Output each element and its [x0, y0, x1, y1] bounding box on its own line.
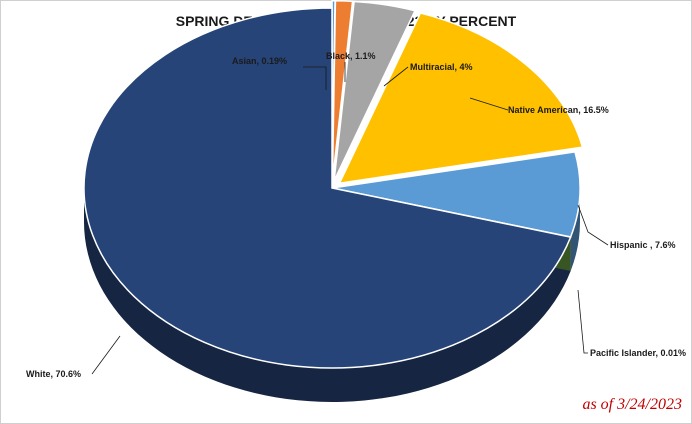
slice-side-white: [83, 188, 571, 403]
data-label-white: White, 70.6%: [26, 369, 81, 379]
pie-slice-black: [331, 0, 354, 181]
leader-line-pacific-islander: [577, 289, 588, 354]
data-label-asian: Asian, 0.19%: [232, 56, 287, 66]
pie-slice-hispanic: [331, 151, 581, 238]
leader-line-native-american: [469, 97, 509, 111]
data-label-hispanic: Hispanic , 7.6%: [610, 240, 676, 250]
leader-line-white: [91, 335, 121, 375]
data-label-black: Black, 1.1%: [326, 51, 376, 61]
leader-line-multiracial: [383, 66, 409, 87]
slice-side-hispanic: [570, 188, 580, 272]
pie-slice-white: [83, 7, 572, 369]
as-of-date-note: as of 3/24/2023: [582, 396, 682, 413]
leader-line-hispanic: [577, 204, 609, 246]
data-label-native-american: Native American, 16.5%: [508, 105, 609, 115]
data-label-multiracial: Multiracial, 4%: [410, 62, 473, 72]
data-label-pacific-islander: Pacific Islander, 0.01%: [590, 348, 686, 358]
pie-slice-native-american: [338, 12, 584, 185]
leader-line-asian: [303, 66, 327, 90]
pie-slice-multiracial: [333, 0, 417, 182]
